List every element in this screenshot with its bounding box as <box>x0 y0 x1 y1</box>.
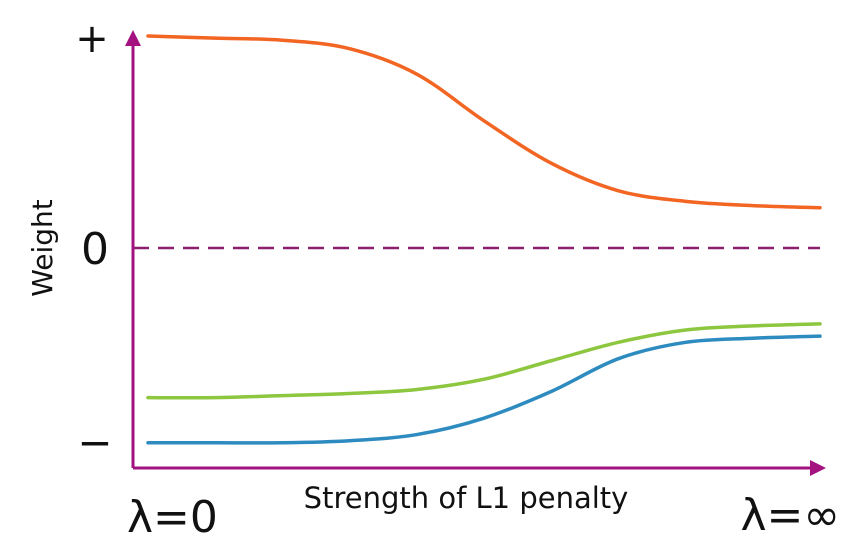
x-start-label: λ=0 <box>127 492 218 543</box>
y-tick-plus: + <box>75 16 109 62</box>
y-tick-minus: − <box>77 418 112 467</box>
y-tick-zero: 0 <box>81 224 109 275</box>
y-axis-arrowhead <box>125 30 141 46</box>
x-end-label: λ=∞ <box>740 490 840 541</box>
x-axis-label: Strength of L1 penalty <box>304 481 629 515</box>
weight-curve-1 <box>146 34 822 210</box>
y-axis-label: Weight <box>26 199 59 297</box>
series-layer <box>146 34 822 445</box>
x-axis-arrowhead <box>810 460 826 476</box>
weight-curve-2 <box>146 322 822 400</box>
weight-curve-3 <box>146 334 822 445</box>
